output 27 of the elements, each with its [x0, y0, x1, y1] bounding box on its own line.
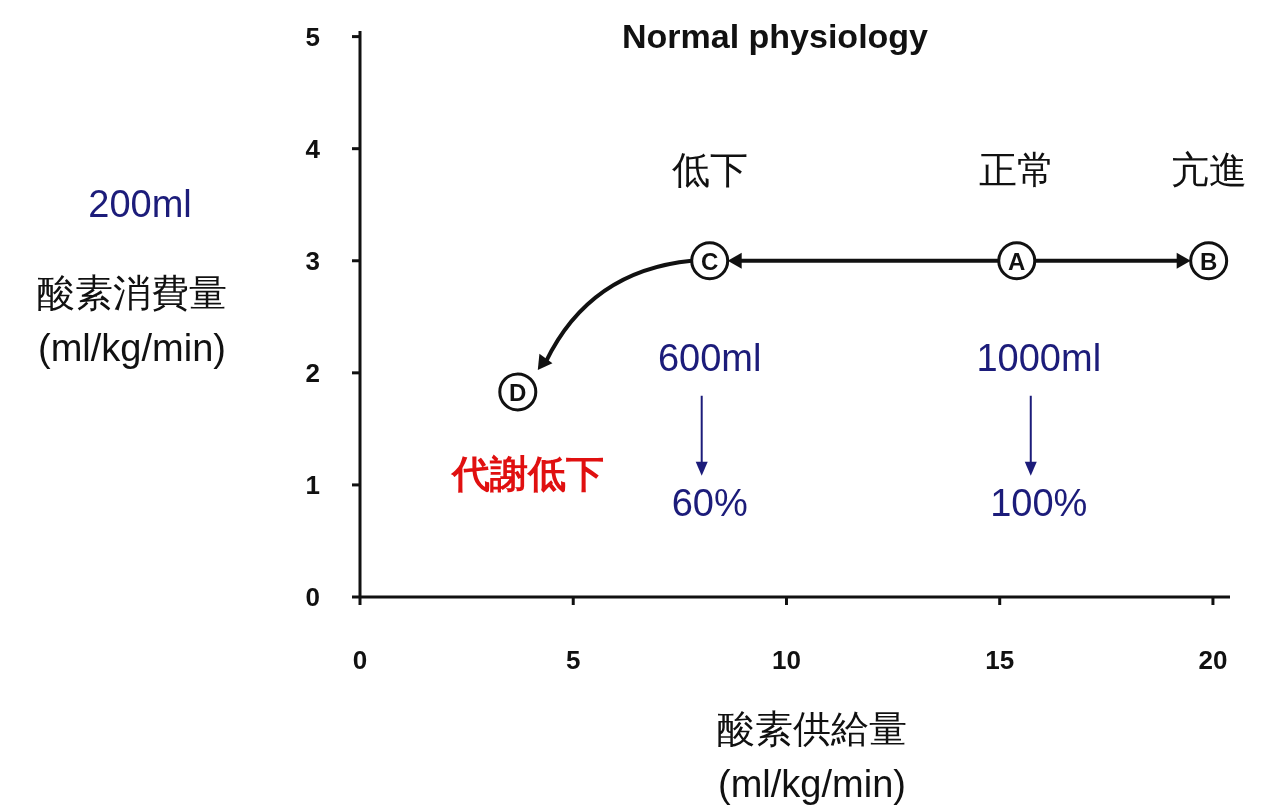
annotation: C: [701, 247, 719, 275]
annotation: 100%: [990, 481, 1088, 524]
x-tick-label: 0: [352, 645, 368, 675]
annotation: B: [1200, 247, 1218, 275]
annotation: 正常: [978, 148, 1055, 191]
y-tick-label: 0: [305, 582, 320, 612]
annotation: 60%: [671, 481, 748, 524]
x-tick-label: 20: [1198, 645, 1228, 675]
annotation: 代謝低下: [449, 452, 604, 495]
y-tick-label: 5: [305, 21, 320, 52]
x-tick-label: 10: [772, 645, 801, 675]
y-tick-label: 3: [305, 245, 320, 276]
chart-title: Normal physiology: [621, 17, 929, 55]
annotation: 1000ml: [976, 336, 1102, 379]
y-tick-label: 4: [305, 133, 321, 164]
y-axis-title: 酸素消費量 (ml/kg/min): [37, 272, 227, 369]
y-tick-label: 1: [305, 469, 320, 500]
y-tick-label: 2: [305, 357, 320, 388]
x-tick-label: 5: [566, 645, 581, 675]
annotation: 亢進: [1170, 148, 1247, 191]
annotation: A: [1008, 247, 1026, 275]
annotation: 600ml: [657, 336, 762, 379]
x-tick-label: 15: [985, 645, 1015, 675]
annotation: D: [509, 378, 527, 406]
annotation: 低下: [671, 148, 748, 191]
x-axis-title: 酸素供給量 (ml/kg/min): [717, 708, 907, 805]
text: 200ml: [88, 183, 192, 225]
